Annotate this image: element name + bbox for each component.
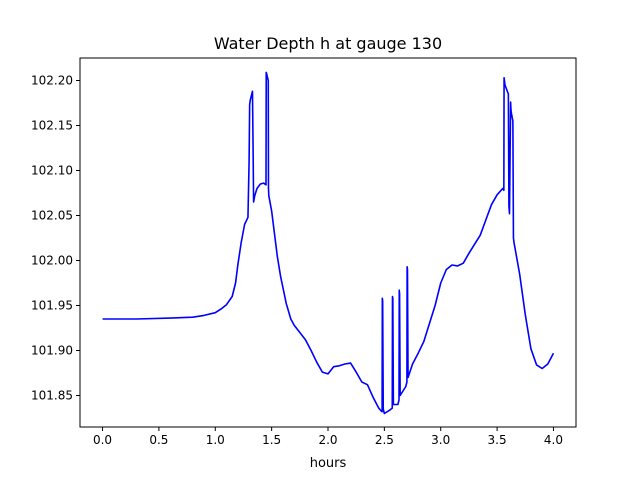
x-tick-label: 2.5 [375, 433, 394, 447]
y-tick-label: 101.85 [31, 389, 73, 403]
x-tick-label: 0.0 [93, 433, 112, 447]
series-line [102, 71, 555, 415]
x-tick-label: 3.0 [431, 433, 450, 447]
x-tick-label: 3.5 [488, 433, 507, 447]
x-tick-label: 2.0 [318, 433, 337, 447]
y-tick-label: 101.95 [31, 299, 73, 313]
chart-title: Water Depth h at gauge 130 [214, 34, 442, 53]
x-tick-label: 1.0 [206, 433, 225, 447]
x-tick-label: 4.0 [544, 433, 563, 447]
x-axis: 0.0 0.5 1.0 1.5 2.0 2.5 3.0 3.5 4.0 [93, 427, 563, 447]
y-tick-label: 102.00 [31, 254, 73, 268]
y-tick-label: 102.20 [31, 74, 73, 88]
y-tick-label: 101.90 [31, 344, 73, 358]
x-tick-label: 1.5 [262, 433, 281, 447]
y-axis: 101.85 101.90 101.95 102.00 102.05 102.10 102.… [31, 74, 80, 403]
x-tick-label: 0.5 [149, 433, 168, 447]
y-tick-label: 102.10 [31, 164, 73, 178]
y-tick-label: 102.15 [31, 119, 73, 133]
y-tick-label: 102.05 [31, 209, 73, 223]
x-axis-label: hours [310, 456, 347, 471]
series-layer [102, 71, 555, 415]
